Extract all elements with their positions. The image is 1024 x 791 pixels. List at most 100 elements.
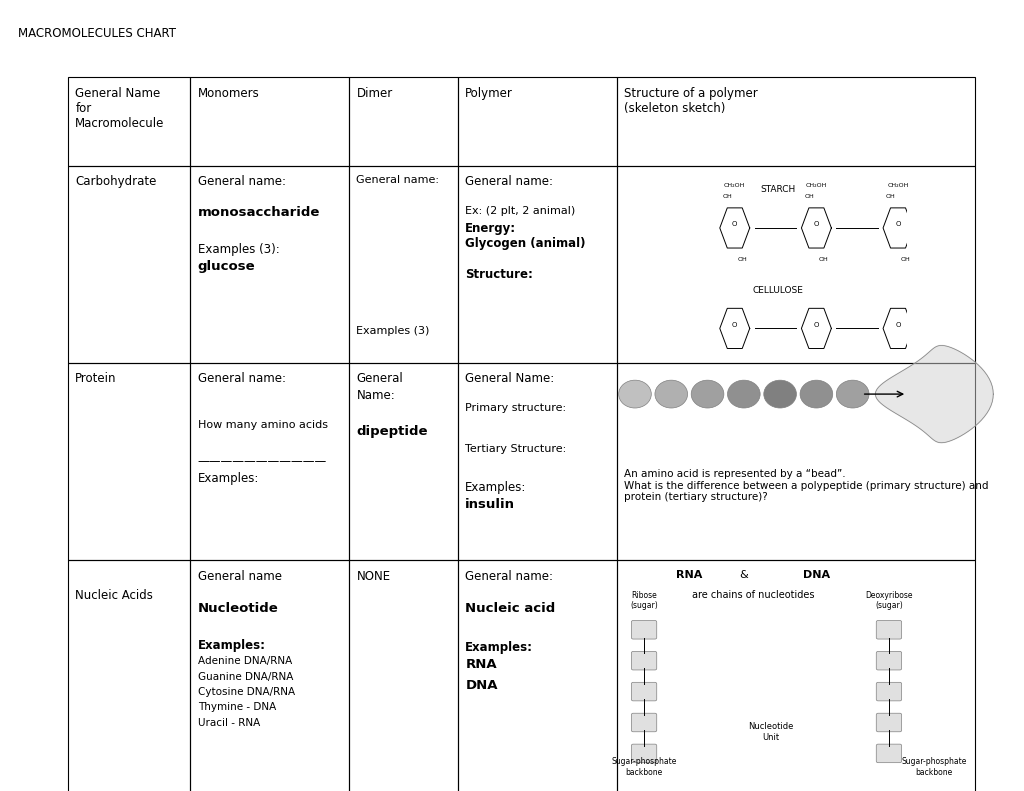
Text: Nucleotide: Nucleotide (198, 602, 279, 615)
Bar (349, 363, 458, 560)
Circle shape (800, 380, 833, 408)
Text: Dimer: Dimer (356, 86, 393, 100)
Text: STARCH: STARCH (761, 185, 796, 195)
Text: General name:: General name: (198, 176, 286, 188)
Text: Polymer: Polymer (465, 86, 513, 100)
Text: CELLULOSE: CELLULOSE (753, 286, 804, 295)
Bar (68, 560, 190, 791)
FancyBboxPatch shape (632, 652, 656, 670)
Polygon shape (876, 346, 993, 443)
Text: CH₂OH: CH₂OH (724, 183, 745, 187)
Text: O: O (732, 221, 737, 227)
Bar (68, 363, 190, 560)
Text: dipeptide: dipeptide (356, 425, 428, 438)
Text: DNA: DNA (803, 570, 830, 580)
Text: RNA: RNA (465, 657, 497, 671)
Text: Examples:: Examples: (465, 481, 526, 494)
Text: Examples (3):: Examples (3): (198, 244, 280, 256)
Text: Glycogen (animal): Glycogen (animal) (465, 237, 586, 250)
Bar (68, 166, 190, 363)
Bar (190, 166, 349, 363)
Text: Examples:: Examples: (465, 641, 534, 653)
Text: General Name:: General Name: (465, 373, 555, 385)
Bar (616, 166, 975, 363)
Text: are chains of nucleotides: are chains of nucleotides (691, 589, 814, 600)
Text: NONE: NONE (356, 570, 390, 582)
Circle shape (727, 380, 760, 408)
Text: Nucleic Acids: Nucleic Acids (76, 589, 154, 602)
Text: OH: OH (737, 257, 746, 263)
Text: An amino acid is represented by a “bead”.
What is the difference between a polyp: An amino acid is represented by a “bead”… (624, 469, 988, 502)
Bar (458, 363, 616, 560)
Bar (349, 78, 458, 166)
Bar (458, 78, 616, 166)
Text: Examples:: Examples: (198, 472, 259, 485)
Text: CH₂OH: CH₂OH (806, 183, 827, 187)
Text: Guanine DNA/RNA: Guanine DNA/RNA (198, 672, 293, 682)
Text: Adenine DNA/RNA: Adenine DNA/RNA (198, 656, 292, 666)
FancyBboxPatch shape (877, 652, 902, 670)
Text: Structure:: Structure: (465, 268, 534, 281)
Circle shape (837, 380, 869, 408)
Text: CH₂OH: CH₂OH (888, 183, 908, 187)
Text: Examples:: Examples: (198, 639, 266, 652)
Text: OH: OH (723, 194, 732, 199)
Text: Sugar-phosphate
backbone: Sugar-phosphate backbone (611, 757, 677, 777)
Text: insulin: insulin (465, 498, 515, 511)
Bar (68, 78, 190, 166)
Text: Ex: (2 plt, 2 animal): Ex: (2 plt, 2 animal) (465, 206, 575, 216)
Bar (349, 166, 458, 363)
Bar (458, 166, 616, 363)
Bar (616, 363, 975, 560)
Text: OH: OH (900, 257, 910, 263)
Text: Protein: Protein (76, 373, 117, 385)
Bar (190, 78, 349, 166)
Text: Uracil - RNA: Uracil - RNA (198, 718, 260, 728)
Text: Nucleic acid: Nucleic acid (465, 602, 556, 615)
Circle shape (691, 380, 724, 408)
Text: ———————————: ——————————— (198, 455, 327, 468)
FancyBboxPatch shape (877, 713, 902, 732)
Text: monosaccharide: monosaccharide (198, 206, 321, 219)
Text: Nucleotide
Unit: Nucleotide Unit (749, 722, 794, 742)
Text: RNA: RNA (676, 570, 702, 580)
Text: O: O (814, 221, 819, 227)
Text: OH: OH (804, 194, 814, 199)
Text: General name: General name (198, 570, 282, 582)
Text: Monomers: Monomers (198, 86, 259, 100)
Text: glucose: glucose (198, 260, 255, 274)
Bar (458, 560, 616, 791)
FancyBboxPatch shape (632, 683, 656, 701)
Bar (349, 560, 458, 791)
Text: OH: OH (819, 257, 828, 263)
Text: Deoxyribose
(sugar): Deoxyribose (sugar) (865, 591, 912, 611)
Text: General Name
for
Macromolecule: General Name for Macromolecule (76, 86, 165, 130)
Text: General name:: General name: (465, 570, 553, 582)
Text: How many amino acids: How many amino acids (198, 420, 328, 430)
Text: Cytosine DNA/RNA: Cytosine DNA/RNA (198, 687, 295, 697)
Text: Thymine - DNA: Thymine - DNA (198, 702, 276, 713)
Text: General name:: General name: (198, 373, 286, 385)
Text: Ribose
(sugar): Ribose (sugar) (630, 591, 657, 611)
FancyBboxPatch shape (877, 744, 902, 763)
Text: DNA: DNA (465, 679, 498, 692)
Text: Sugar-phosphate
backbone: Sugar-phosphate backbone (901, 757, 967, 777)
Text: &: & (739, 570, 749, 580)
Text: O: O (895, 221, 901, 227)
Bar (190, 560, 349, 791)
FancyBboxPatch shape (877, 683, 902, 701)
Text: Structure of a polymer
(skeleton sketch): Structure of a polymer (skeleton sketch) (624, 86, 758, 115)
FancyBboxPatch shape (877, 620, 902, 639)
Text: General: General (356, 373, 403, 385)
Text: Primary structure:: Primary structure: (465, 403, 566, 414)
FancyBboxPatch shape (632, 620, 656, 639)
Text: OH: OH (886, 194, 896, 199)
Text: O: O (732, 322, 737, 327)
Circle shape (655, 380, 687, 408)
Text: O: O (895, 322, 901, 327)
Bar (190, 363, 349, 560)
FancyBboxPatch shape (632, 744, 656, 763)
Text: General name:: General name: (465, 176, 553, 188)
Text: Carbohydrate: Carbohydrate (76, 176, 157, 188)
Text: Name:: Name: (356, 389, 395, 403)
